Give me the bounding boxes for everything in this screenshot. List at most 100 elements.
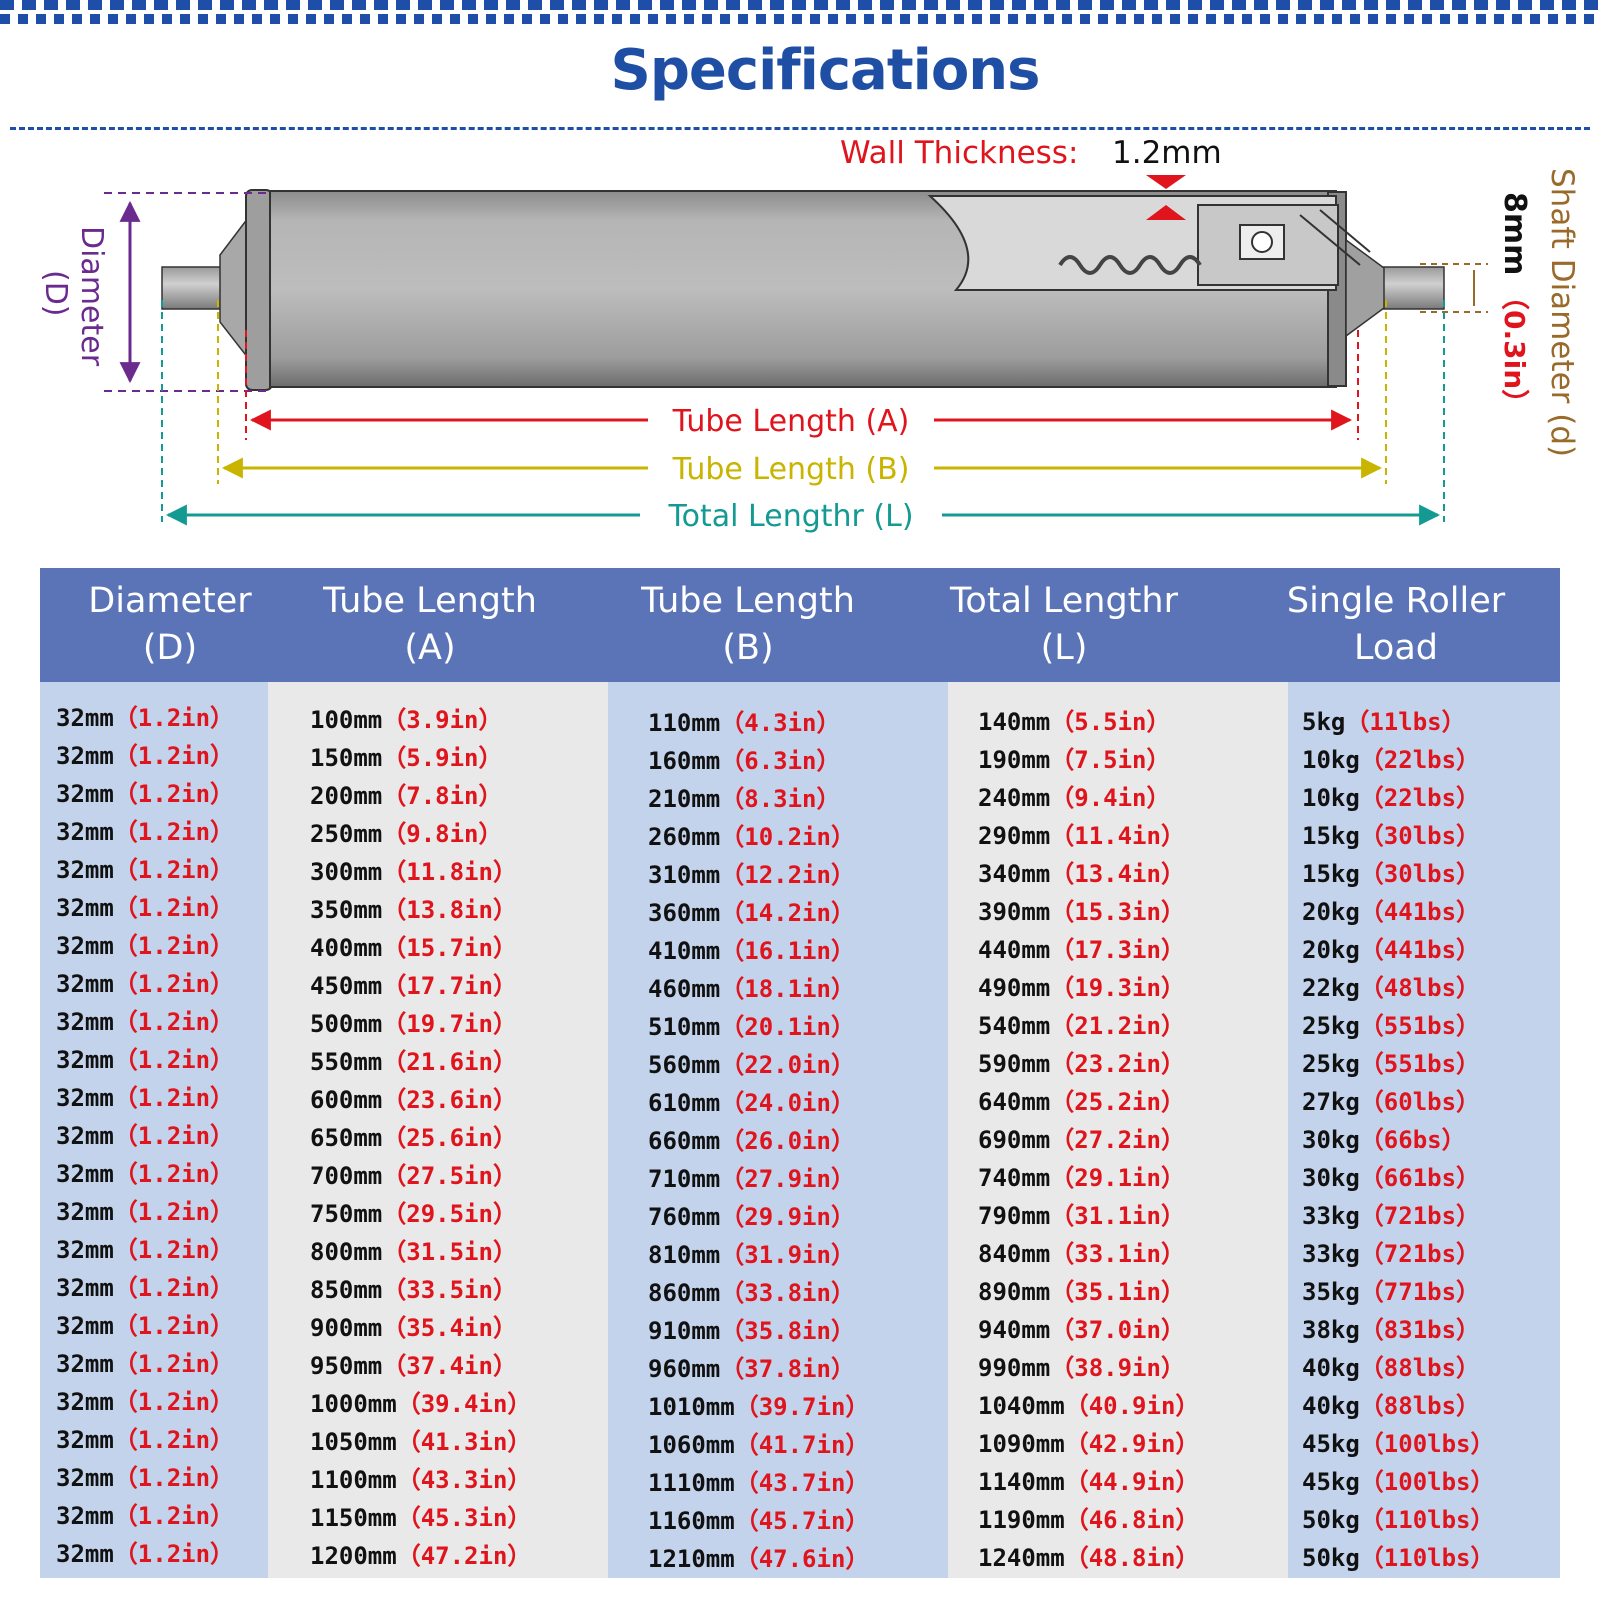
metric-value: 1160mm: [648, 1507, 735, 1535]
metric-value: 1110mm: [648, 1469, 735, 1497]
imperial-value: （15.3in）: [1050, 898, 1185, 926]
cell-diameter: 32mm（1.2in）: [56, 1154, 234, 1189]
metric-value: 32mm: [56, 1350, 114, 1378]
imperial-value: （11.8in）: [382, 858, 517, 886]
cell-diameter: 32mm（1.2in）: [56, 1268, 234, 1303]
shaft-value: 8mm: [1497, 192, 1532, 275]
metric-value: 1000mm: [310, 1390, 397, 1418]
cell-diameter: 32mm（1.2in）: [56, 1382, 234, 1417]
cell-tube-length-a: 1100mm（43.3in）: [310, 1460, 531, 1495]
imperial-value: （18.1in）: [720, 975, 855, 1003]
cell-total-length: 390mm（15.3in）: [978, 892, 1185, 927]
metric-value: 290mm: [978, 822, 1051, 850]
metric-value: 32mm: [56, 1502, 114, 1530]
cell-total-length: 440mm（17.3in）: [978, 930, 1185, 965]
metric-value: 32mm: [56, 894, 114, 922]
shaft-value-in: （0.3in）: [1498, 282, 1531, 417]
imperial-value: （1.2in）: [113, 1122, 235, 1150]
metric-value: 690mm: [978, 1126, 1051, 1154]
cell-tube-length-a: 500mm（19.7in）: [310, 1004, 517, 1039]
imperial-value: （1.2in）: [113, 704, 235, 732]
cell-diameter: 32mm（1.2in）: [56, 1116, 234, 1151]
cell-tube-length-b: 710mm（27.9in）: [648, 1159, 855, 1194]
cell-total-length: 740mm（29.1in）: [978, 1158, 1185, 1193]
cell-load: 20kg（441bs）: [1302, 892, 1480, 927]
imperial-value: （17.3in）: [1050, 936, 1185, 964]
imperial-value: （27.9in）: [720, 1165, 855, 1193]
cell-load: 20kg（441bs）: [1302, 930, 1480, 965]
metric-value: 940mm: [978, 1316, 1051, 1344]
cell-diameter: 32mm（1.2in）: [56, 1534, 234, 1569]
metric-value: 1100mm: [310, 1466, 397, 1494]
metric-value: 1240mm: [978, 1544, 1065, 1572]
metric-value: 32mm: [56, 1464, 114, 1492]
metric-value: 960mm: [648, 1355, 721, 1383]
imperial-value: （41.3in）: [396, 1428, 532, 1456]
header-tube-length-b: Tube Length (B): [598, 568, 898, 682]
imperial-value: （22lbs）: [1359, 746, 1481, 774]
cell-load: 5kg（11lbs）: [1302, 702, 1466, 737]
metric-value: 32mm: [56, 1236, 114, 1264]
cell-tube-length-b: 910mm（35.8in）: [648, 1311, 855, 1346]
imperial-value: （39.7in）: [734, 1393, 870, 1421]
imperial-value: （48lbs）: [1359, 974, 1481, 1002]
metric-value: 700mm: [310, 1162, 383, 1190]
metric-value: 1210mm: [648, 1545, 735, 1573]
cell-total-length: 1040mm（40.9in）: [978, 1386, 1199, 1421]
spring: [1058, 255, 1202, 275]
metric-value: 15kg: [1302, 860, 1360, 888]
imperial-value: （11.4in）: [1050, 822, 1185, 850]
imperial-value: （1.2in）: [113, 1350, 235, 1378]
cell-load: 38kg（831bs）: [1302, 1310, 1480, 1345]
imperial-value: （1.2in）: [113, 894, 235, 922]
metric-value: 10kg: [1302, 746, 1360, 774]
cell-load: 30kg（661bs）: [1302, 1158, 1480, 1193]
metric-value: 190mm: [978, 746, 1051, 774]
metric-value: 5kg: [1302, 708, 1346, 736]
metric-value: 32mm: [56, 704, 114, 732]
wall-thickness-value: 1.2mm: [1112, 140, 1222, 171]
imperial-value: （4.3in）: [720, 709, 841, 737]
imperial-value: （30lbs）: [1359, 860, 1481, 888]
metric-value: 610mm: [648, 1089, 721, 1117]
imperial-value: （441bs）: [1359, 936, 1481, 964]
dashed-separator: [10, 127, 1590, 130]
metric-value: 390mm: [978, 898, 1051, 926]
cell-tube-length-b: 310mm（12.2in）: [648, 855, 855, 890]
cell-tube-length-b: 460mm（18.1in）: [648, 969, 855, 1004]
cell-load: 10kg（22lbs）: [1302, 778, 1480, 813]
imperial-value: （551bs）: [1359, 1050, 1481, 1078]
metric-value: 1060mm: [648, 1431, 735, 1459]
metric-value: 20kg: [1302, 898, 1360, 926]
cell-total-length: 840mm（33.1in）: [978, 1234, 1185, 1269]
metric-value: 32mm: [56, 1540, 114, 1568]
metric-value: 25kg: [1302, 1012, 1360, 1040]
page-title: Specifications: [610, 38, 1041, 103]
imperial-value: （1.2in）: [113, 1388, 235, 1416]
cell-total-length: 890mm（35.1in）: [978, 1272, 1185, 1307]
imperial-value: （43.3in）: [396, 1466, 532, 1494]
metric-value: 35kg: [1302, 1278, 1360, 1306]
imperial-value: （47.6in）: [734, 1545, 870, 1573]
cell-tube-length-a: 650mm（25.6in）: [310, 1118, 517, 1153]
imperial-value: （1.2in）: [113, 1084, 235, 1112]
imperial-value: （22lbs）: [1359, 784, 1481, 812]
metric-value: 250mm: [310, 820, 383, 848]
cell-total-length: 590mm（23.2in）: [978, 1044, 1185, 1079]
imperial-value: （1.2in）: [113, 1160, 235, 1188]
imperial-value: （29.1in）: [1050, 1164, 1185, 1192]
cell-diameter: 32mm（1.2in）: [56, 964, 234, 999]
imperial-value: （19.7in）: [382, 1010, 517, 1038]
imperial-value: （5.5in）: [1050, 708, 1171, 736]
metric-value: 40kg: [1302, 1392, 1360, 1420]
imperial-value: （441bs）: [1359, 898, 1481, 926]
imperial-value: （22.0in）: [720, 1051, 855, 1079]
cell-load: 35kg（771bs）: [1302, 1272, 1480, 1307]
metric-value: 32mm: [56, 1122, 114, 1150]
cell-diameter: 32mm（1.2in）: [56, 1344, 234, 1379]
header-total-length: Total Lengthr (L): [914, 568, 1214, 682]
cell-diameter: 32mm（1.2in）: [56, 850, 234, 885]
imperial-value: （41.7in）: [734, 1431, 870, 1459]
cell-tube-length-a: 750mm（29.5in）: [310, 1194, 517, 1229]
total-length-label: Total Lengthr (L): [667, 499, 913, 534]
